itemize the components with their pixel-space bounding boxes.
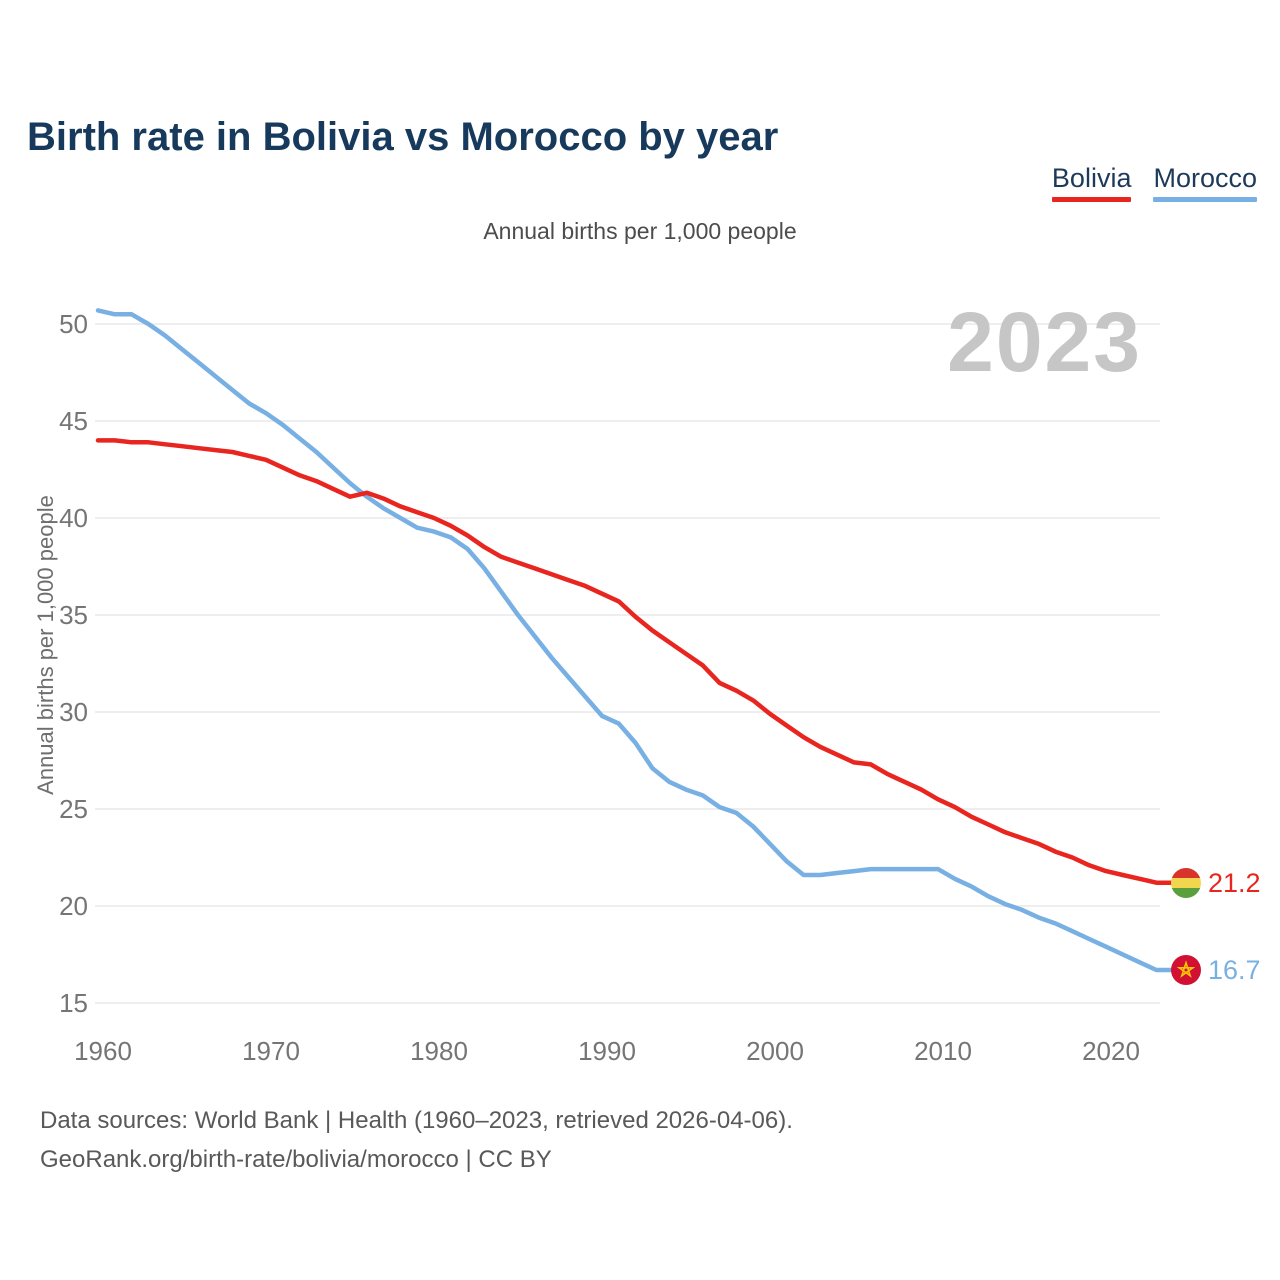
morocco-flag-icon	[1171, 955, 1201, 986]
bolivia-flag-stripe-yellow	[1171, 877, 1201, 888]
legend: Bolivia Morocco	[1051, 163, 1257, 202]
legend-item-bolivia[interactable]: Bolivia	[1051, 163, 1132, 202]
y-tick-label: 30	[59, 697, 88, 727]
x-tick-label: 1960	[74, 1036, 132, 1066]
page-title: Birth rate in Bolivia vs Morocco by year	[27, 114, 779, 159]
y-tick-label: 25	[59, 794, 88, 824]
year-watermark: 2023	[947, 295, 1142, 389]
footer-data-sources: Data sources: World Bank | Health (1960–…	[40, 1107, 793, 1134]
x-tick-label: 1990	[578, 1036, 636, 1066]
y-tick-label: 15	[59, 988, 88, 1018]
x-tick-label: 2000	[746, 1036, 804, 1066]
bolivia-flag-stripe-green	[1171, 887, 1201, 898]
bolivia-end-value: 21.2	[1208, 867, 1261, 898]
legend-label-bolivia: Bolivia	[1051, 163, 1132, 193]
y-tick-label: 50	[59, 309, 88, 339]
legend-item-morocco[interactable]: Morocco	[1153, 163, 1257, 202]
legend-underline-bolivia	[1051, 197, 1132, 202]
x-tick-label: 1970	[242, 1036, 300, 1066]
legend-label-morocco: Morocco	[1153, 163, 1257, 193]
y-tick-label: 20	[59, 891, 88, 921]
y-tick-label: 45	[59, 406, 88, 436]
legend-underline-morocco	[1153, 197, 1257, 202]
morocco-end-value: 16.7	[1208, 955, 1261, 986]
y-tick-label: 40	[59, 503, 88, 533]
footer-attribution: GeoRank.org/birth-rate/bolivia/morocco |…	[40, 1146, 552, 1173]
bolivia-flag-stripe-red	[1171, 867, 1201, 878]
bolivia-flag-icon	[1171, 867, 1201, 898]
morocco-star-icon	[1176, 960, 1196, 978]
morocco-line	[95, 308, 1174, 973]
bolivia-line	[95, 438, 1174, 885]
y-tick-label: 35	[59, 600, 88, 630]
x-tick-label: 2020	[1082, 1036, 1140, 1066]
x-tick-label: 1980	[410, 1036, 468, 1066]
x-tick-label: 2010	[914, 1036, 972, 1066]
chart-subtitle: Annual births per 1,000 people	[483, 218, 797, 244]
